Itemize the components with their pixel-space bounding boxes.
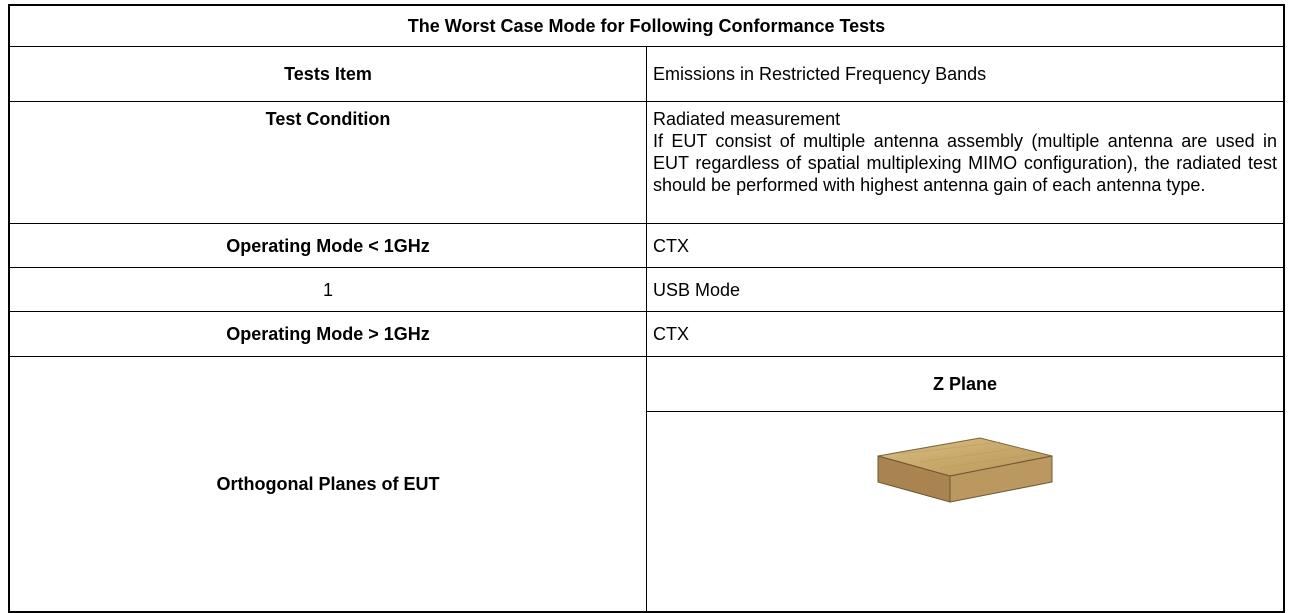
planes-label: Orthogonal Planes of EUT — [8, 356, 647, 612]
row-label: 1 — [8, 267, 647, 312]
value-line: CTX — [653, 235, 689, 256]
page: The Worst Case Mode for Following Confor… — [8, 4, 1285, 613]
row-label: Tests Item — [8, 46, 647, 102]
value-line: USB Mode — [653, 279, 741, 300]
row-value: USB Mode — [646, 267, 1285, 312]
row-label: Operating Mode > 1GHz — [8, 311, 647, 357]
row-value: Radiated measurement If EUT consist of m… — [646, 101, 1285, 224]
value-line: Radiated measurement — [653, 109, 841, 129]
row-value: Emissions in Restricted Frequency Bands — [646, 46, 1285, 102]
row-value: CTX — [646, 311, 1285, 357]
mode-table: The Worst Case Mode for Following Confor… — [8, 4, 1285, 613]
row-label: Operating Mode < 1GHz — [8, 223, 647, 268]
plane-image-cell — [646, 411, 1285, 612]
row-value: CTX — [646, 223, 1285, 268]
value-line: Emissions in Restricted Frequency Bands — [653, 64, 987, 84]
planes-header: Z Plane — [646, 356, 1285, 412]
table-title: The Worst Case Mode for Following Confor… — [8, 4, 1285, 47]
value-paragraph: If EUT consist of multiple antenna assem… — [653, 131, 1277, 195]
eut-box-image — [877, 437, 1053, 503]
row-label: Test Condition — [8, 101, 647, 224]
value-line: CTX — [653, 324, 689, 344]
